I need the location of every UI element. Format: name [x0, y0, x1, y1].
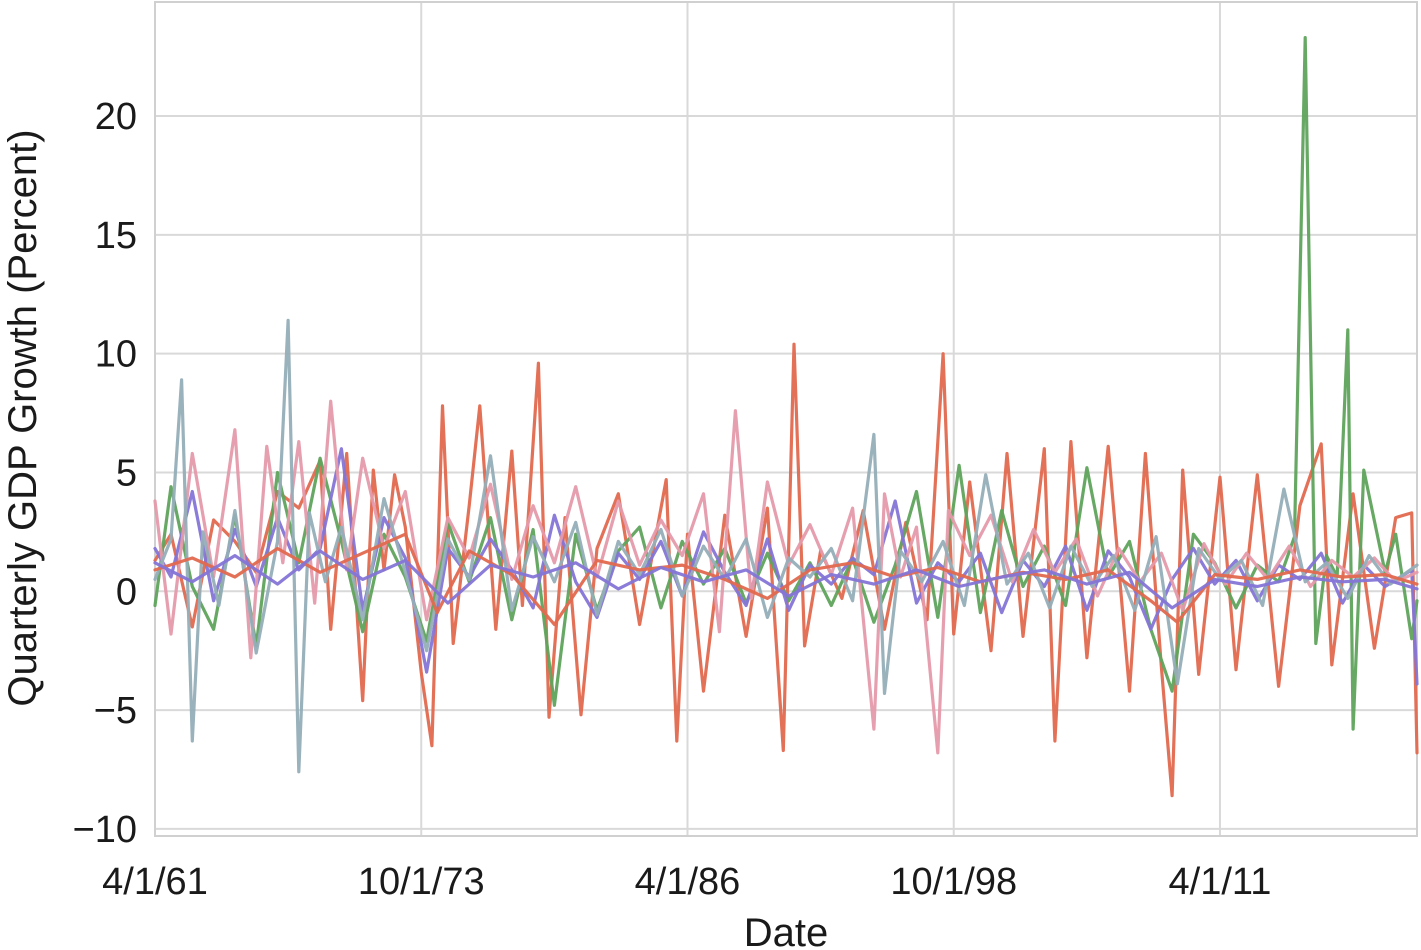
series-line-4 [153, 399, 1419, 755]
y-tick-label: −5 [94, 690, 137, 732]
series-line-2 [153, 36, 1419, 731]
y-axis-label: Quarterly GDP Growth (Percent) [1, 129, 45, 706]
x-tick-label: 10/1/73 [358, 861, 485, 903]
y-tick-label: 15 [95, 215, 137, 257]
x-axis-tick-labels: 4/1/61 10/1/73 4/1/86 10/1/98 4/1/11 [102, 861, 1271, 903]
y-axis-tick-labels: −10 −5 0 5 10 15 20 [73, 96, 137, 851]
series-line-5 [153, 318, 1419, 774]
y-tick-label: −10 [73, 809, 137, 851]
x-tick-label: 10/1/98 [890, 861, 1017, 903]
y-tick-label: 10 [95, 334, 137, 376]
x-tick-label: 4/1/86 [635, 861, 741, 903]
series-line-7 [153, 549, 1419, 610]
series-line-3 [153, 447, 1419, 686]
grid-lines [154, 2, 1417, 836]
y-tick-label: 5 [116, 452, 137, 494]
y-tick-label: 0 [116, 571, 137, 613]
y-tick-label: 20 [95, 96, 137, 138]
x-tick-label: 4/1/61 [102, 861, 208, 903]
x-tick-label: 4/1/11 [1169, 861, 1272, 903]
series-lines [153, 36, 1419, 798]
plot-area-frame [154, 1, 1418, 837]
x-axis-label: Date [744, 911, 829, 950]
